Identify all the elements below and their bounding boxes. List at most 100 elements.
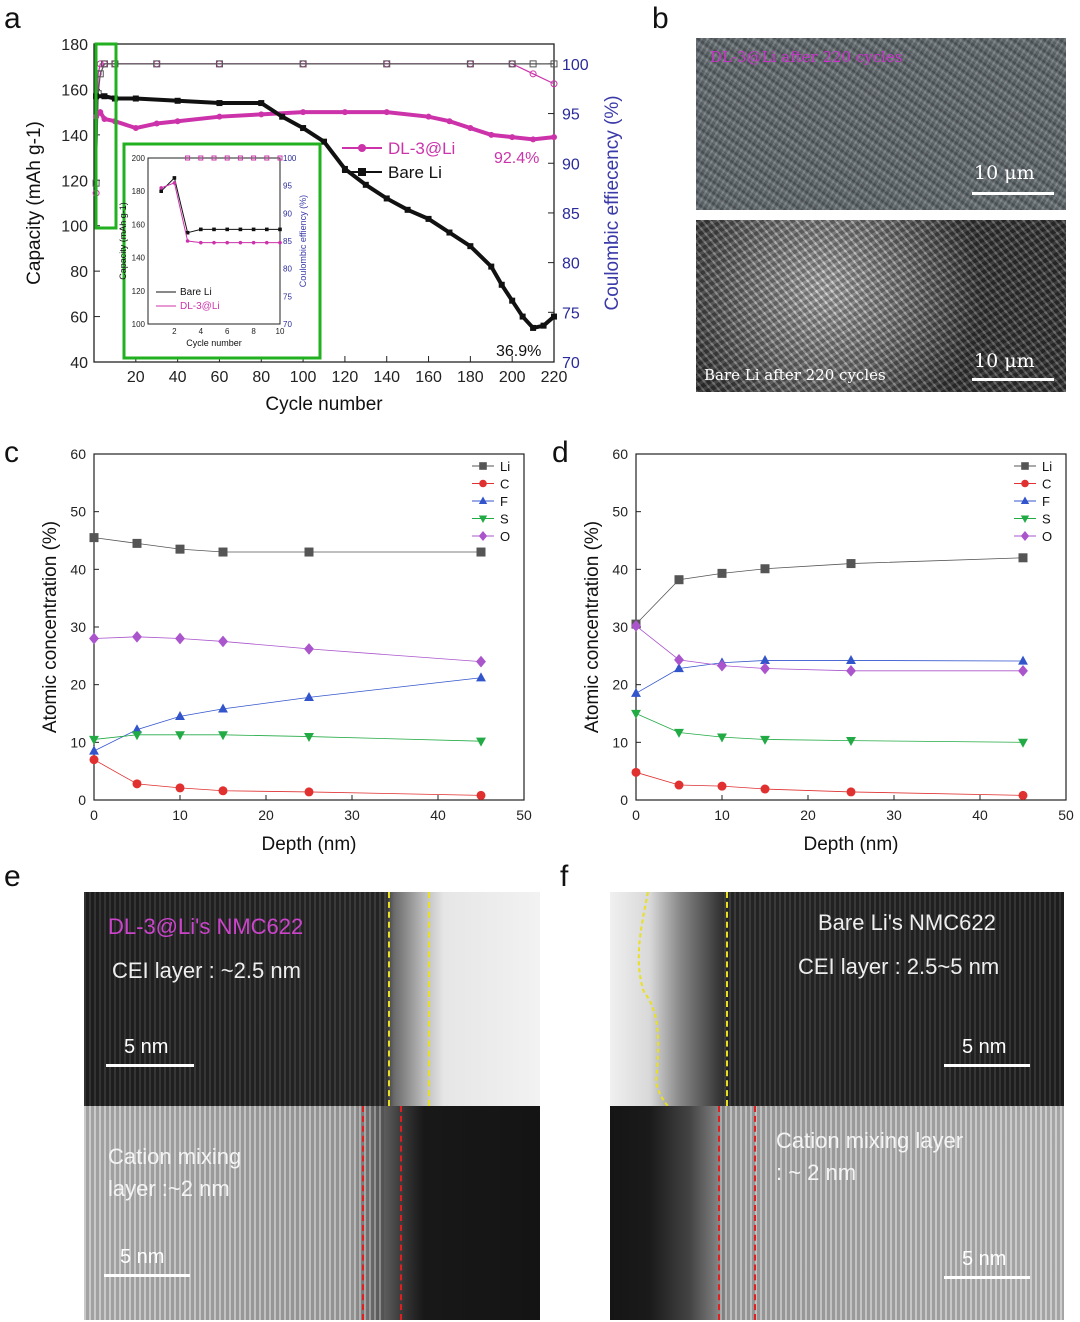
tem-image-f-bottom: Cation mixing layer : ~ 2 nm 5 nm [610, 1106, 1064, 1320]
mixing-boundary-line [754, 1106, 756, 1320]
x-tick-label: 180 [457, 369, 484, 386]
inset-point [212, 240, 216, 245]
x-tick-label: 30 [344, 807, 360, 823]
capacity-point [132, 125, 139, 132]
cei-boundary-line [726, 892, 728, 1106]
data-point-f [476, 672, 486, 682]
tem-image-e-top: DL-3@Li's NMC622 CEI layer : ~2.5 nm 5 n… [84, 892, 540, 1106]
x-tick-label: 60 [211, 369, 229, 386]
capacity-point [279, 113, 286, 120]
capacity-point [258, 111, 265, 118]
data-point-o [631, 619, 641, 632]
sem-label-bare-li: Bare Li after 220 cycles [704, 366, 886, 384]
inset-point [251, 240, 256, 245]
data-point-o [846, 664, 856, 677]
legend-label-li: Li [1042, 459, 1052, 474]
legend-marker-o [478, 531, 488, 541]
capacity-point [530, 136, 537, 143]
inset-point [185, 239, 190, 243]
inset-ce-point [237, 155, 243, 161]
inset-point [265, 227, 269, 232]
legend-marker-c [1021, 479, 1029, 488]
data-point-s [218, 731, 228, 741]
inset-point [159, 186, 163, 190]
y2-tick-label: 95 [562, 107, 580, 124]
inset-x-tick-label: 4 [199, 327, 204, 336]
legend-label-c: C [1042, 477, 1051, 492]
capacity-point [467, 243, 474, 250]
inset-box [122, 142, 322, 360]
y-tick-label: 10 [612, 734, 628, 750]
data-point-c [1018, 790, 1028, 800]
inset-point [199, 240, 203, 245]
x-axis-label: Depth (nm) [261, 834, 356, 855]
inset-point [199, 227, 203, 232]
inset-legend-label-dl3: DL-3@Li [180, 301, 220, 312]
inset-ce-point [185, 155, 191, 161]
x-axis-label: Cycle number [265, 394, 383, 415]
data-point-o [674, 654, 684, 666]
x-tick-label: 220 [541, 369, 568, 386]
data-point-li [674, 575, 684, 585]
inset-y2-tick-label: 85 [283, 237, 292, 246]
sem-scale-label: 10 μm [974, 350, 1035, 372]
y-axis-label: Atomic concentration (%) [582, 521, 603, 733]
x-tick-label: 40 [430, 807, 446, 823]
data-point-o [218, 635, 228, 648]
capacity-point [425, 113, 432, 120]
panel-letter-a: a [4, 2, 21, 35]
data-point-o [304, 643, 314, 655]
series-line-o [93, 636, 482, 662]
data-point-li [175, 544, 185, 554]
y2-tick-label: 75 [562, 305, 580, 322]
inset-ce-point [198, 155, 204, 161]
x-tick-label: 20 [127, 369, 145, 386]
mixing-boundary-line [718, 1106, 720, 1320]
plot-frame [93, 43, 555, 363]
legend-marker-f [478, 496, 488, 505]
legend-label-s: S [1042, 512, 1051, 527]
inset-highlight-box [94, 42, 118, 230]
data-point-o [89, 632, 99, 645]
data-point-s [175, 731, 185, 741]
y-tick-label: 20 [70, 677, 86, 693]
legend-label-c: C [500, 477, 509, 492]
xps-depth-profile-bare: 0 10 20 30 40 50 60 0 10 20 30 40 50 Depth (nm) Atomic… [582, 446, 1074, 855]
tem-mix-e-line2: layer :~2 nm [108, 1176, 230, 1201]
data-point-s [1018, 738, 1028, 748]
data-point-o [175, 632, 185, 645]
series-line-c [93, 759, 482, 796]
data-point-c [717, 781, 727, 791]
data-point-s [89, 735, 99, 745]
y-tick-label: 140 [61, 128, 88, 145]
ce-point [550, 80, 558, 88]
capacity-point [362, 181, 369, 188]
y-tick-label: 180 [61, 37, 88, 54]
data-point-o [717, 659, 727, 672]
x-tick-label: 140 [373, 369, 400, 386]
tem-title-f: Bare Li's NMC622 [818, 910, 996, 935]
inset-x-tick-label: 2 [172, 327, 177, 336]
inset-x-axis-label: Cycle number [186, 338, 242, 348]
data-point-f [304, 691, 314, 701]
y2-tick-label: 90 [562, 156, 580, 173]
data-point-li [846, 559, 856, 569]
inset-ce-point [277, 155, 283, 161]
y-axis-label: Atomic concentration (%) [40, 521, 61, 733]
legend-marker-s [1020, 515, 1030, 524]
y2-tick-label: 70 [562, 355, 580, 372]
tem-cei-f: CEI layer : 2.5~5 nm [798, 954, 1000, 979]
inset-point [225, 227, 229, 232]
inset-y2-tick-label: 95 [283, 182, 292, 191]
tem-scale-label: 5 nm [962, 1036, 1007, 1058]
inset-y-tick-label: 180 [132, 187, 146, 196]
panel-letter-e: e [4, 860, 21, 893]
inset-point [172, 181, 177, 185]
x-tick-label: 30 [886, 807, 902, 823]
inset-y-tick-label: 200 [132, 154, 146, 163]
data-point-s [760, 735, 770, 745]
capacity-point [341, 165, 348, 172]
data-point-f [89, 745, 99, 755]
capacity-point [498, 281, 505, 288]
inset-x-tick-label: 8 [251, 327, 256, 336]
